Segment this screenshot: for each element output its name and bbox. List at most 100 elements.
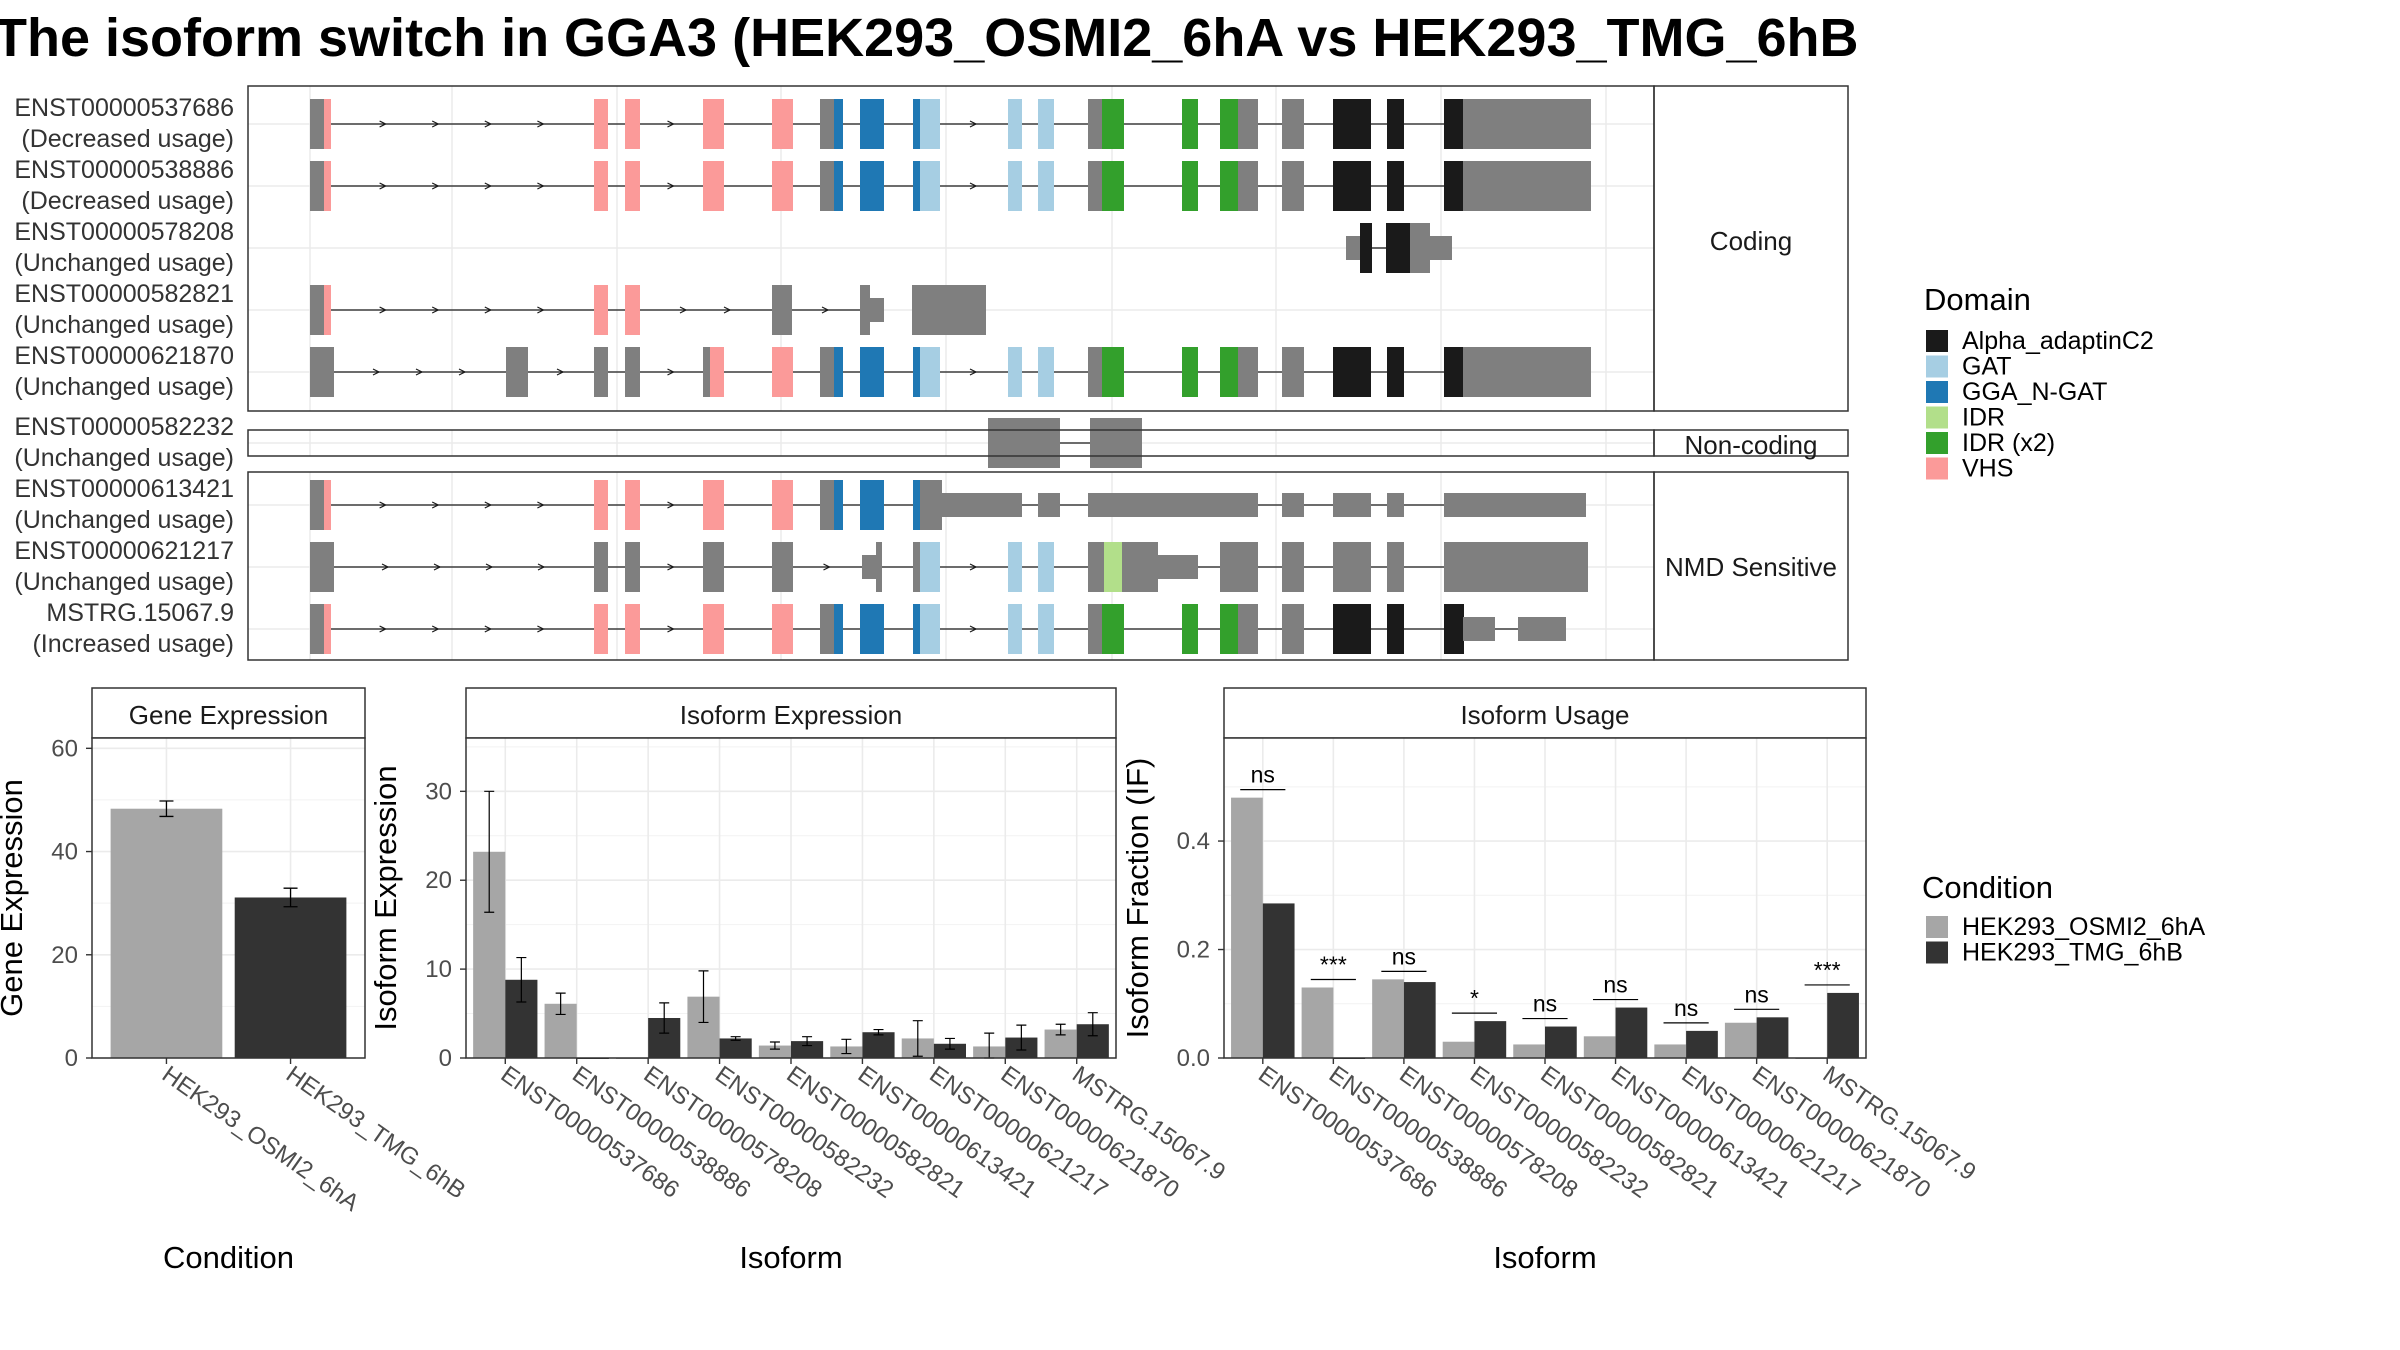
bar bbox=[719, 1038, 752, 1058]
exon bbox=[1518, 617, 1566, 641]
error-bar bbox=[912, 1020, 923, 1057]
bar bbox=[758, 1045, 791, 1058]
y-tick-label: 20 bbox=[425, 867, 452, 894]
domain-exon bbox=[1220, 99, 1240, 149]
significance-label: ns bbox=[1744, 981, 1768, 1007]
legend-label: HEK293_TMG_6hB bbox=[1962, 939, 2183, 967]
domain-exon bbox=[860, 161, 884, 211]
intron-arrow bbox=[667, 182, 675, 190]
exon bbox=[703, 347, 711, 397]
legend-label: GAT bbox=[1962, 353, 2012, 381]
condition-legend-title: Condition bbox=[1922, 870, 2053, 905]
intron-arrow bbox=[484, 501, 493, 509]
intron-arrow bbox=[433, 563, 442, 571]
exon bbox=[310, 99, 326, 149]
error-bar bbox=[159, 800, 174, 818]
legend-key bbox=[1926, 355, 1948, 378]
domain-exon bbox=[703, 480, 724, 530]
domain-exon bbox=[772, 99, 793, 149]
exon bbox=[1088, 542, 1104, 592]
intron-arrow bbox=[823, 563, 831, 571]
domain-exon bbox=[324, 604, 331, 654]
legends: Domain Alpha_adaptinC2GATGGA_N-GATIDRIDR … bbox=[1922, 282, 2206, 967]
domain-exon bbox=[1444, 347, 1464, 397]
legend-label: IDR (x2) bbox=[1962, 429, 2055, 457]
exon bbox=[820, 347, 838, 397]
legend-label: VHS bbox=[1962, 455, 2013, 483]
domain-exon bbox=[324, 99, 331, 149]
domain-exon bbox=[834, 161, 843, 211]
domain-exon bbox=[1333, 161, 1371, 211]
isoform-row: ENST00000621870 (Unchanged usage) bbox=[14, 342, 1591, 401]
domain-exon bbox=[1008, 604, 1022, 654]
domain-exon bbox=[1333, 99, 1371, 149]
domain-exon bbox=[1102, 347, 1124, 397]
y-tick-label: 40 bbox=[51, 839, 78, 866]
domain-exon bbox=[1008, 542, 1022, 592]
structure-panel-2: NMD Sensitive ENST00000613421 (Unchanged u… bbox=[14, 471, 1849, 661]
exon bbox=[310, 347, 334, 397]
chart-strip bbox=[1223, 687, 1867, 739]
domain-exon bbox=[594, 480, 608, 530]
y-axis-title: Isoform Fraction (IF) bbox=[1120, 758, 1155, 1039]
domain-exon bbox=[834, 604, 843, 654]
exon bbox=[820, 161, 838, 211]
exon bbox=[1238, 542, 1258, 592]
intron-arrow bbox=[431, 306, 440, 314]
isoform-usage-label: (Unchanged usage) bbox=[14, 506, 234, 534]
intron-arrow bbox=[667, 368, 675, 376]
intron-arrow bbox=[484, 182, 493, 190]
intron-arrow bbox=[431, 182, 440, 190]
bar bbox=[1442, 1041, 1475, 1058]
domain-exon bbox=[834, 99, 843, 149]
significance-label: *** bbox=[1320, 951, 1347, 977]
x-axis-title: Isoform bbox=[1493, 1240, 1596, 1275]
domain-exon bbox=[1038, 347, 1054, 397]
error-bar bbox=[1087, 1012, 1098, 1037]
exon bbox=[1463, 347, 1591, 397]
exon bbox=[1430, 236, 1452, 260]
isoform-usage-label: (Increased usage) bbox=[32, 630, 234, 658]
exon bbox=[625, 347, 640, 397]
exon bbox=[876, 542, 882, 592]
intron-arrow bbox=[484, 306, 493, 314]
domain-exon bbox=[913, 99, 920, 149]
domain-exon bbox=[710, 347, 724, 397]
exon bbox=[772, 285, 792, 335]
panel-strip-label: NMD Sensitive bbox=[1665, 552, 1837, 582]
exon bbox=[1333, 542, 1371, 592]
panel-border bbox=[247, 471, 1655, 661]
panel-border bbox=[247, 429, 1655, 457]
domain-exon bbox=[1008, 161, 1022, 211]
significance-label: ns bbox=[1251, 762, 1275, 788]
bar bbox=[1724, 1022, 1757, 1058]
chart-2: Isoform Usage ns *** ns * ns ns ns ns *** 0.0 0.2 0.… bbox=[1120, 687, 1981, 1275]
domain-exon bbox=[1220, 161, 1240, 211]
bar bbox=[1756, 1017, 1789, 1058]
isoform-id-label: ENST00000538886 bbox=[14, 156, 234, 184]
intron-arrow bbox=[379, 182, 387, 190]
intron-arrow bbox=[379, 625, 387, 633]
domain-exon bbox=[1038, 604, 1054, 654]
isoform-id-label: ENST00000621217 bbox=[14, 537, 234, 565]
exon bbox=[1387, 542, 1404, 592]
domain-exon bbox=[920, 347, 940, 397]
domain-exon bbox=[1220, 604, 1240, 654]
domain-exon bbox=[324, 161, 331, 211]
isoform-row: ENST00000538886 (Decreased usage) bbox=[14, 156, 1591, 215]
exon bbox=[1238, 347, 1258, 397]
domain-exon bbox=[1038, 161, 1054, 211]
domain-exon bbox=[1333, 347, 1371, 397]
bar bbox=[1686, 1030, 1718, 1058]
isoform-row: ENST00000613421 (Unchanged usage) bbox=[14, 475, 1586, 534]
intron-arrow bbox=[372, 368, 381, 376]
chart-title: Isoform Expression bbox=[680, 700, 903, 730]
error-bar bbox=[802, 1036, 813, 1047]
bar bbox=[1262, 903, 1295, 1058]
y-tick-label: 20 bbox=[51, 942, 78, 969]
bar bbox=[1654, 1044, 1687, 1058]
intron-arrow bbox=[969, 563, 978, 571]
exon bbox=[1444, 542, 1588, 592]
domain-exon bbox=[772, 347, 793, 397]
